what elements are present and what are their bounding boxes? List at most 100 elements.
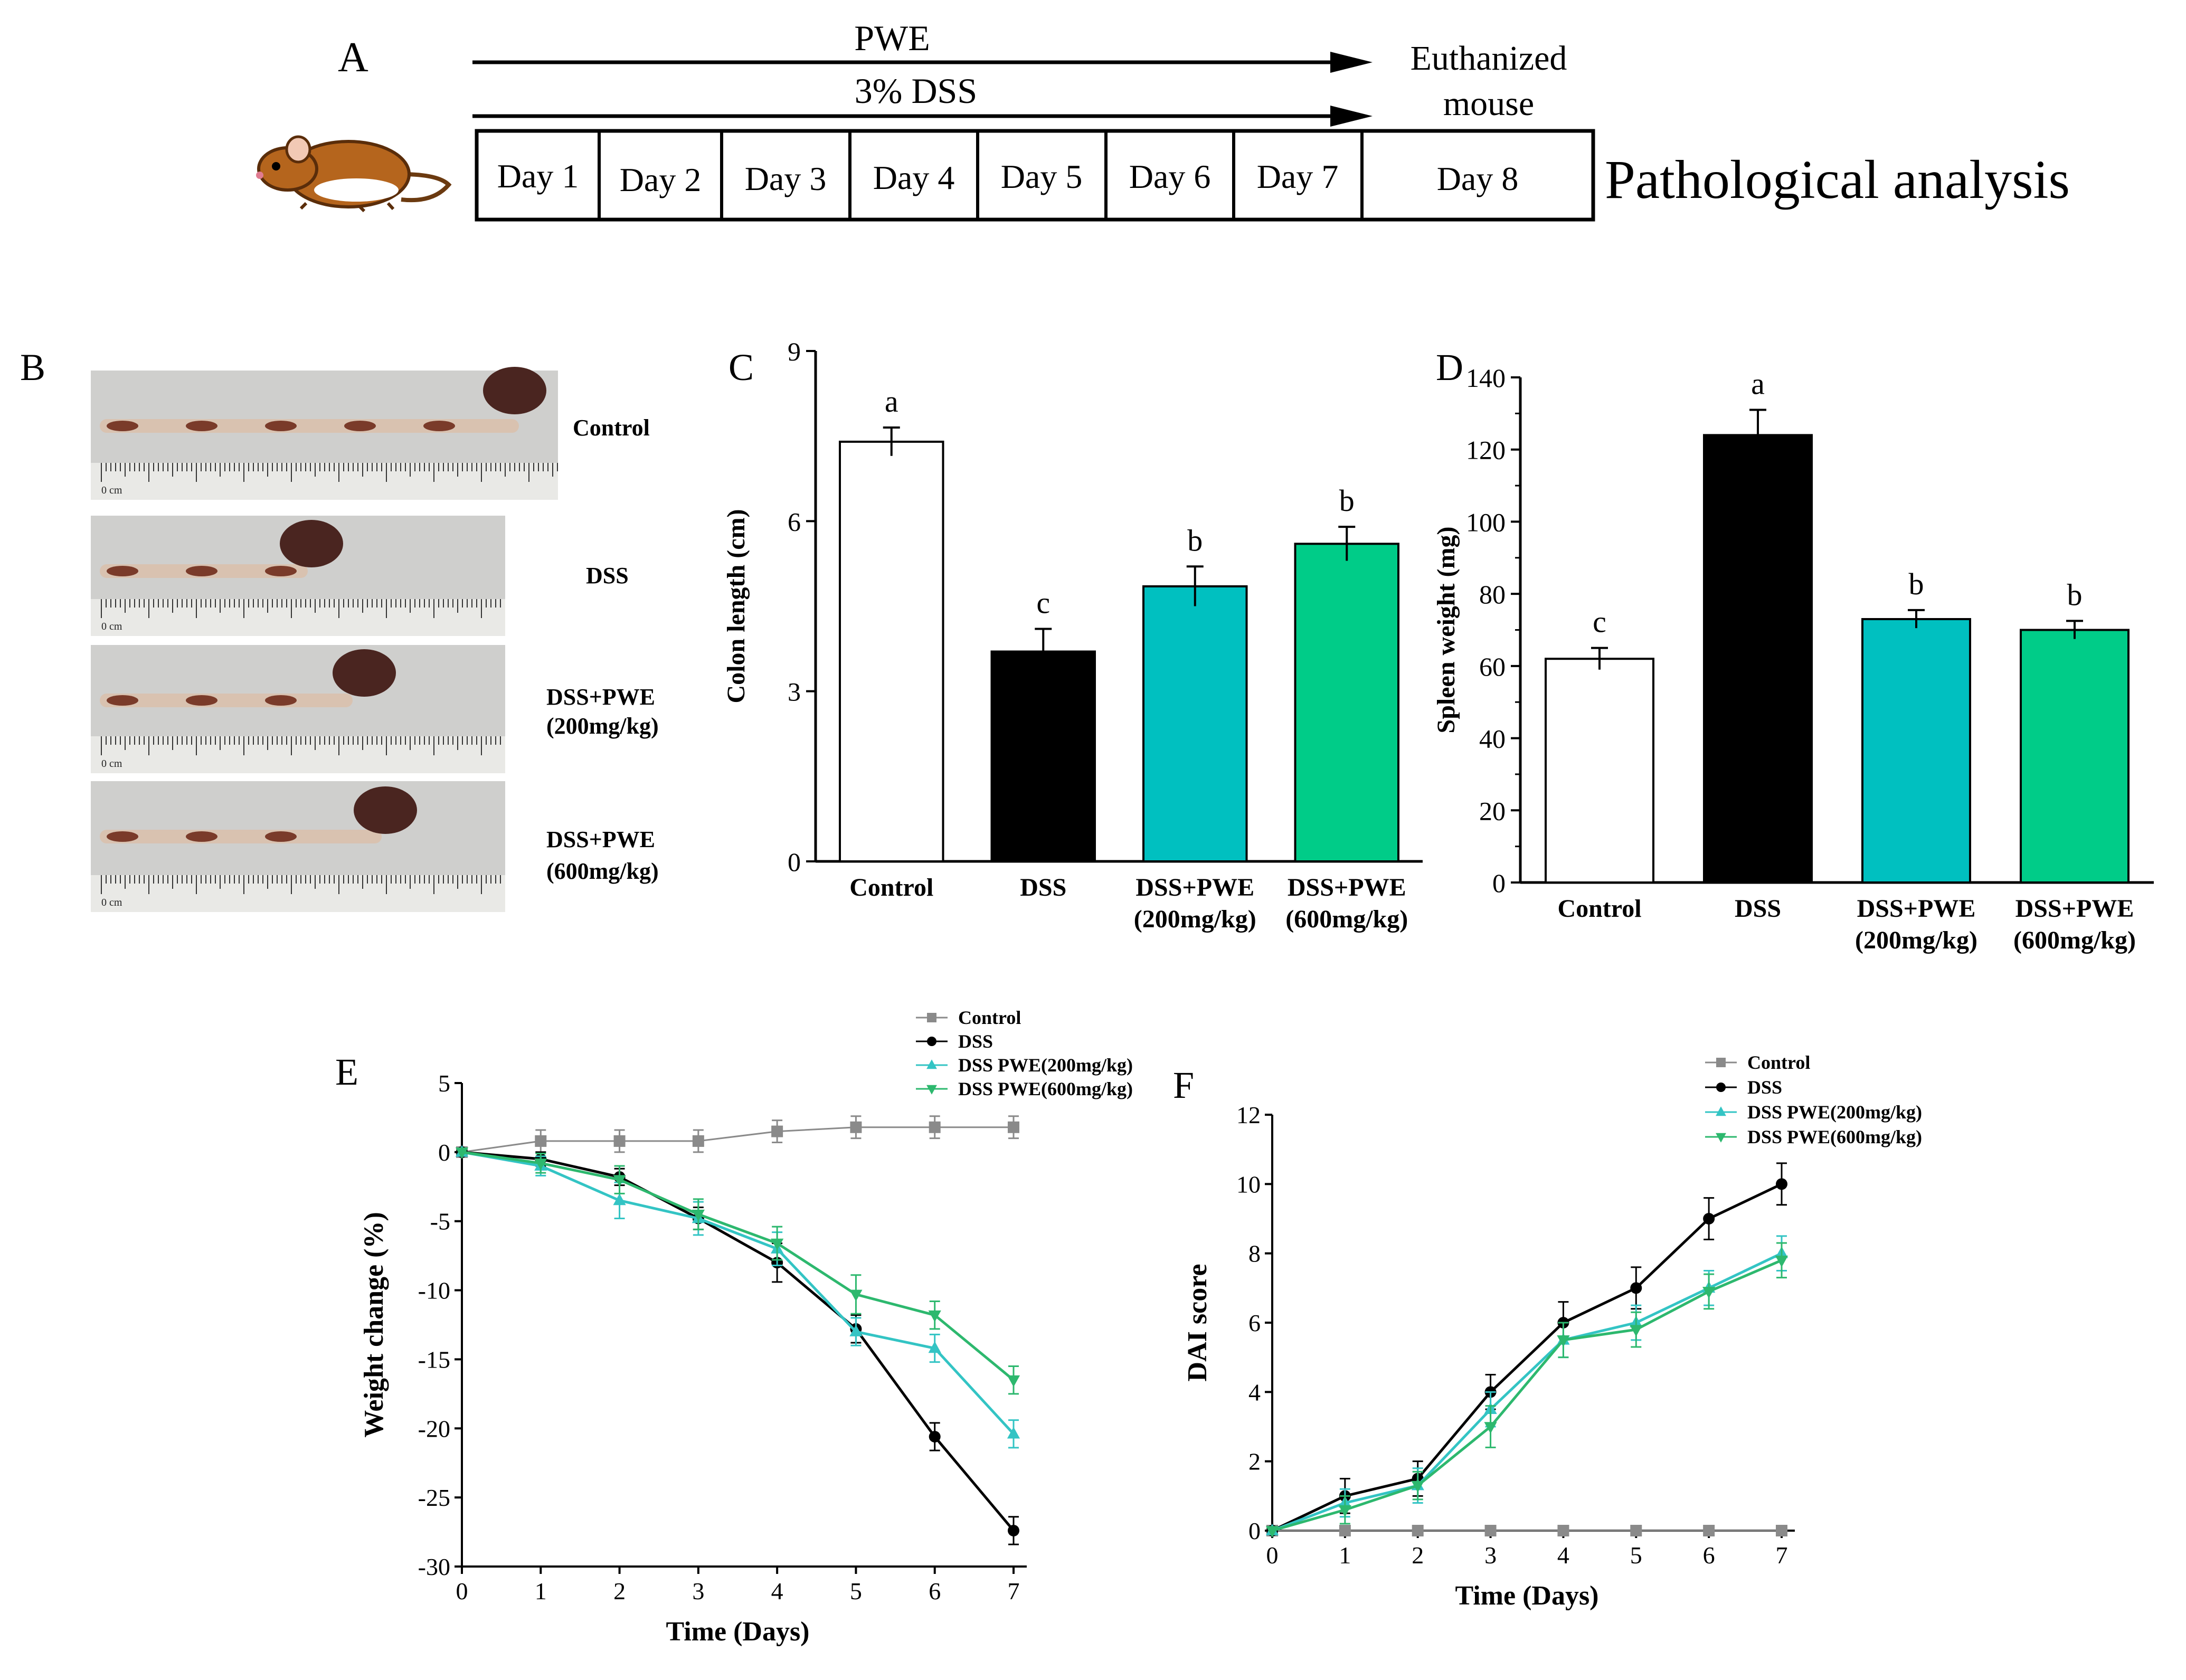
series-line xyxy=(1272,1259,1782,1532)
panel-d: D 0 20 40 60 80 100 120 140 Spleen weight (mg) c C… xyxy=(1432,346,2154,954)
x-tick-label: 5 xyxy=(850,1578,862,1605)
photo-label: DSS+PWE xyxy=(546,684,655,710)
data-point xyxy=(1007,1375,1020,1387)
panel-label-f: F xyxy=(1173,1064,1194,1106)
data-point xyxy=(849,1289,863,1302)
data-point xyxy=(1411,1480,1424,1493)
y-tick-label: 5 xyxy=(438,1070,450,1097)
series-3 xyxy=(455,1145,1020,1449)
photo-label: DSS+PWE xyxy=(546,827,655,852)
x-tick-label: 2 xyxy=(1412,1542,1424,1569)
legend-entry: DSS PWE(600mg/kg) xyxy=(958,1078,1133,1099)
data-point xyxy=(1716,1083,1726,1092)
x-tick-label: 0 xyxy=(1266,1542,1279,1569)
series-line xyxy=(461,1151,1015,1435)
day-cells: Day 1 Day 2 Day 3 Day 4 Day 5 Day 6 Day … xyxy=(497,131,1518,220)
bar xyxy=(990,650,1096,862)
day-3: Day 3 xyxy=(745,160,827,197)
series-2 xyxy=(1266,1162,1787,1536)
significance-letter: a xyxy=(885,384,898,419)
y-tick-label: 0 xyxy=(438,1139,450,1166)
y-axis-label: Weight change (%) xyxy=(359,1212,389,1438)
x-category-label: (600mg/kg) xyxy=(1285,905,1408,933)
y-tick-label: -25 xyxy=(418,1484,450,1511)
colon-segment xyxy=(107,695,138,706)
day-6: Day 6 xyxy=(1129,158,1211,195)
ruler xyxy=(91,736,505,773)
photo-label-line2: (200mg/kg) xyxy=(546,713,659,739)
panel-label-a: A xyxy=(338,34,368,81)
y-tick-label: 4 xyxy=(1248,1379,1261,1406)
y-axis-label: Spleen weight (mg) xyxy=(1432,527,1460,734)
euthanized-label-line2: mouse xyxy=(1443,84,1534,123)
ruler-unit-label: 0 cm xyxy=(101,758,122,770)
data-point xyxy=(1716,1058,1726,1067)
y-tick-label: 0 xyxy=(1492,868,1506,898)
data-point xyxy=(927,1013,936,1022)
x-tick-label: 4 xyxy=(1557,1542,1569,1569)
panel-a: A PWE 3% DSS Euthanized mouse Day 1 Day … xyxy=(256,18,2070,222)
x-tick-label: 7 xyxy=(1776,1542,1788,1569)
x-tick-label: 1 xyxy=(535,1578,547,1605)
data-point xyxy=(1775,1256,1788,1267)
x-category-label: DSS+PWE xyxy=(2015,895,2134,923)
data-point xyxy=(1339,1525,1351,1536)
data-point xyxy=(1776,1525,1787,1536)
cecum xyxy=(483,367,546,414)
series-4 xyxy=(1265,1242,1788,1538)
panel-label-e: E xyxy=(335,1051,358,1093)
series-line xyxy=(1271,1183,1783,1532)
data-point xyxy=(1703,1213,1715,1225)
data-point xyxy=(928,1341,941,1353)
cecum xyxy=(280,520,343,567)
panel-label-d: D xyxy=(1436,346,1463,388)
x-axis-label: Time (Days) xyxy=(666,1617,809,1647)
data-point xyxy=(535,1135,547,1147)
x-category-label: Control xyxy=(1557,895,1641,923)
significance-letter: a xyxy=(1751,367,1765,401)
data-point xyxy=(692,1209,705,1221)
significance-letter: c xyxy=(1036,585,1050,620)
y-tick-label: 140 xyxy=(1466,363,1506,393)
day-5: Day 5 xyxy=(1001,158,1083,195)
series-line xyxy=(1272,1252,1783,1532)
y-tick-label: 0 xyxy=(788,847,801,877)
y-tick-label: 120 xyxy=(1466,435,1506,465)
dss-label: 3% DSS xyxy=(855,71,977,111)
colon-segment xyxy=(265,421,297,431)
colon-photo-4: 0 cm xyxy=(91,781,505,912)
significance-letter: b xyxy=(1339,483,1355,518)
photo-label: Control xyxy=(573,415,650,441)
data-point xyxy=(1630,1282,1642,1294)
x-axis-label: Time (Days) xyxy=(1455,1581,1598,1611)
pwe-label: PWE xyxy=(854,18,930,58)
day-2: Day 2 xyxy=(620,161,702,198)
data-point xyxy=(692,1135,704,1147)
colon-photo-3: 0 cm xyxy=(91,645,505,773)
y-tick-label: -20 xyxy=(418,1415,450,1442)
y-tick-label: 9 xyxy=(788,337,801,366)
colon-segment xyxy=(344,421,376,431)
x-category-label: DSS xyxy=(1020,874,1066,901)
legend-entry: DSS xyxy=(958,1031,993,1052)
y-tick-label: 8 xyxy=(1248,1240,1261,1267)
euthanized-label: Euthanized xyxy=(1411,39,1567,78)
series-line xyxy=(461,1151,1015,1532)
data-point xyxy=(928,1310,941,1322)
y-tick-label: 100 xyxy=(1466,507,1506,537)
x-category-label: (200mg/kg) xyxy=(1134,905,1256,933)
data-point xyxy=(1412,1525,1424,1536)
ruler-unit-label: 0 cm xyxy=(101,485,122,496)
day-7: Day 7 xyxy=(1257,158,1339,195)
x-tick-label: 3 xyxy=(1484,1542,1497,1569)
bar xyxy=(1142,585,1248,862)
data-point xyxy=(1703,1525,1715,1536)
data-point xyxy=(613,1135,626,1147)
y-tick-label: -15 xyxy=(418,1346,450,1373)
